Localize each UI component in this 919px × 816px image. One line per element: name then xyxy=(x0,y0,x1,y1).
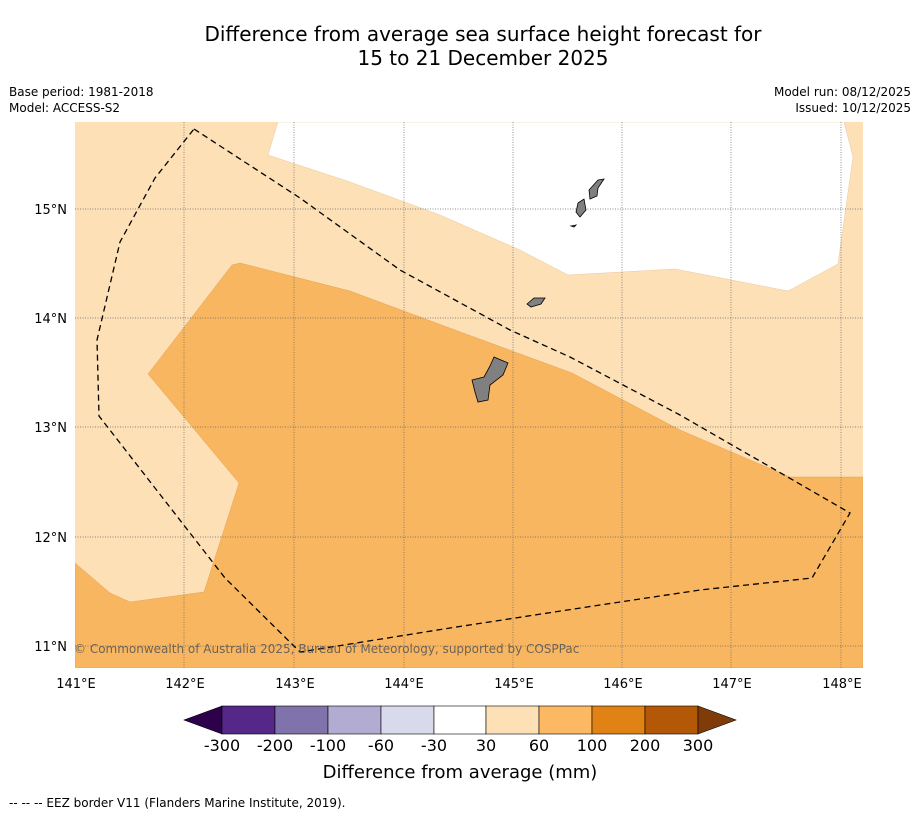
title-line-1: Difference from average sea surface heig… xyxy=(204,22,762,46)
colorbar-tick: -60 xyxy=(368,736,394,755)
latitude-labels: 15°N 14°N 13°N 12°N 11°N xyxy=(34,203,67,655)
island-guam xyxy=(471,356,509,403)
colorbar-title: Difference from average (mm) xyxy=(323,762,598,783)
longitude-labels: 141°E 142°E 143°E 144°E 145°E 146°E 147°… xyxy=(56,677,862,692)
lon-label: 142°E xyxy=(165,677,205,692)
colorbar xyxy=(183,705,737,735)
lat-label: 13°N xyxy=(34,421,67,436)
colorbar-tick: 30 xyxy=(476,736,496,755)
colorbar-tick: -300 xyxy=(204,736,240,755)
colorbar-tick: -100 xyxy=(310,736,346,755)
model-run: Model run: 08/12/2025 xyxy=(773,85,911,99)
lat-label: 15°N xyxy=(34,203,67,218)
colorbar-swatch xyxy=(485,705,540,735)
lat-label: 14°N xyxy=(34,312,67,327)
anomaly-band-neutral xyxy=(267,122,854,292)
copyright-text: © Commonwealth of Australia 2025, Bureau… xyxy=(74,642,579,656)
lat-label: 12°N xyxy=(34,531,67,546)
lon-label: 145°E xyxy=(494,677,534,692)
island-saipan xyxy=(588,178,605,200)
base-period: Base period: 1981-2018 xyxy=(9,85,154,99)
land-masses xyxy=(471,178,605,403)
lon-label: 143°E xyxy=(275,677,315,692)
colorbar-swatch xyxy=(327,705,382,735)
meta-left: Base period: 1981-2018 Model: ACCESS-S2 xyxy=(9,84,154,116)
colorbar-swatch xyxy=(591,705,646,735)
lon-label: 147°E xyxy=(712,677,752,692)
colorbar-tick: -200 xyxy=(257,736,293,755)
issued-date: Issued: 10/12/2025 xyxy=(795,101,911,115)
colorbar-swatch xyxy=(538,705,593,735)
graticule xyxy=(75,122,863,668)
island-rota xyxy=(526,297,546,308)
colorbar-tick: 300 xyxy=(683,736,714,755)
colorbar-tick: 60 xyxy=(529,736,549,755)
colorbar-swatch xyxy=(644,705,699,735)
anomaly-band-60-100 xyxy=(75,262,863,668)
colorbar-under-arrow xyxy=(183,705,223,735)
colorbar-tick: -30 xyxy=(421,736,447,755)
colorbar-tick-labels: -300 -200 -100 -60 -30 30 60 100 200 300 xyxy=(204,736,713,755)
model-name: Model: ACCESS-S2 xyxy=(9,101,121,115)
title-line-2: 15 to 21 December 2025 xyxy=(357,46,609,70)
colorbar-swatch xyxy=(221,705,276,735)
colorbar-swatch xyxy=(274,705,329,735)
colorbar-tick: 200 xyxy=(630,736,661,755)
island-tinian xyxy=(575,198,587,218)
lon-label: 144°E xyxy=(384,677,424,692)
lon-label: 141°E xyxy=(56,677,96,692)
lon-label: 146°E xyxy=(603,677,643,692)
colorbar-swatch xyxy=(433,705,487,735)
map-area: © Commonwealth of Australia 2025, Bureau… xyxy=(74,122,863,668)
colorbar-swatch xyxy=(380,705,435,735)
chart-title: Difference from average sea surface heig… xyxy=(0,22,919,70)
meta-right: Model run: 08/12/2025 Issued: 10/12/2025 xyxy=(774,84,911,116)
lat-label: 11°N xyxy=(34,640,67,655)
lon-label: 148°E xyxy=(822,677,862,692)
colorbar-over-arrow xyxy=(697,705,737,735)
eez-footnote: -- -- -- EEZ border V11 (Flanders Marine… xyxy=(9,796,346,810)
island-aguijan xyxy=(569,224,578,228)
eez-border xyxy=(96,128,851,653)
colorbar-tick: 100 xyxy=(577,736,608,755)
